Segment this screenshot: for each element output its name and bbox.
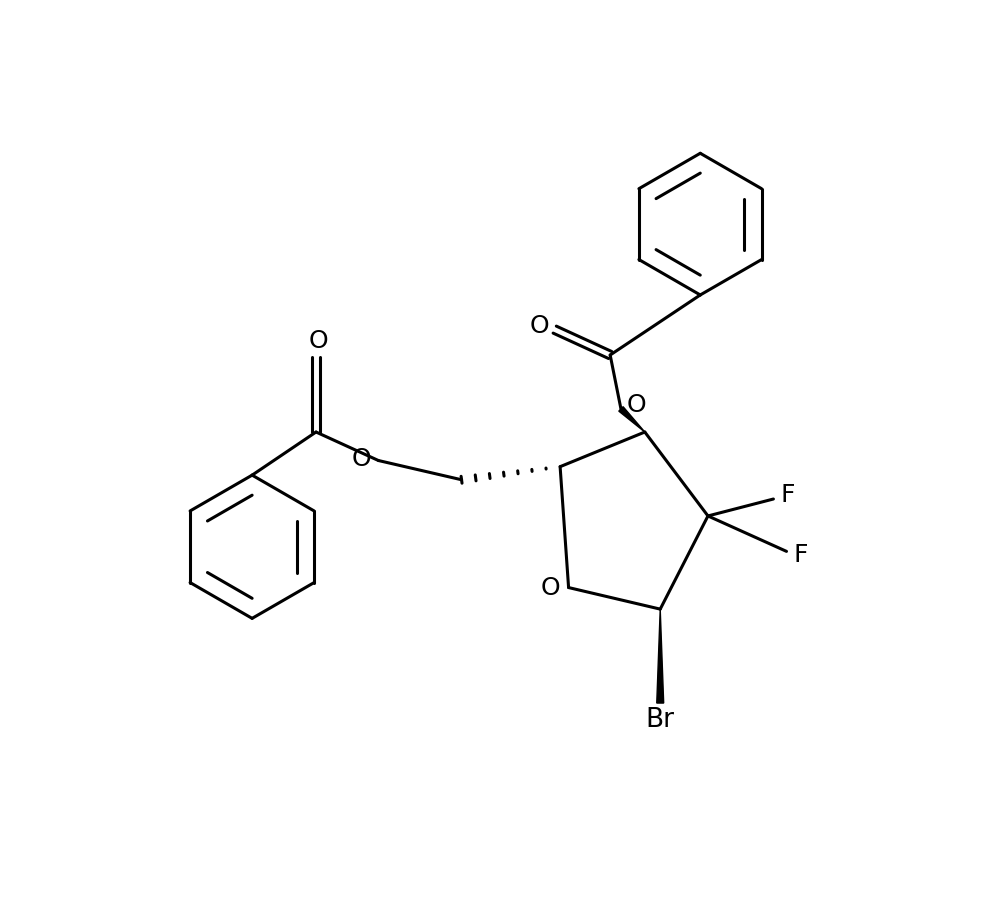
Text: F: F	[780, 483, 794, 507]
Text: O: O	[352, 447, 371, 471]
Text: O: O	[540, 576, 560, 599]
Polygon shape	[656, 610, 663, 703]
Text: O: O	[529, 314, 549, 338]
Text: O: O	[627, 393, 646, 417]
Text: Br: Br	[645, 707, 674, 733]
Text: O: O	[309, 330, 328, 353]
Polygon shape	[619, 407, 644, 432]
Text: F: F	[793, 543, 807, 567]
